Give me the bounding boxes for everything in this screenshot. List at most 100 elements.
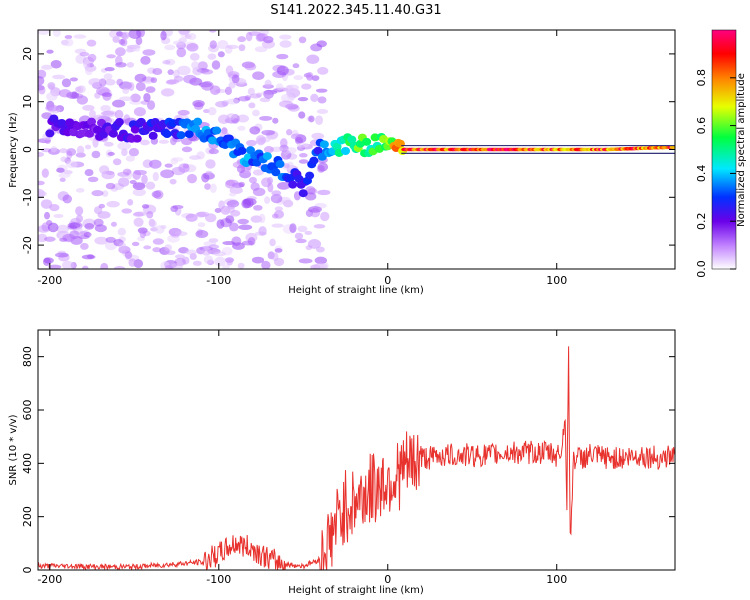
spectrogram-noise-blob <box>81 265 89 269</box>
spectrogram-noise-blob <box>314 256 328 265</box>
spectrogram-noise-blob <box>298 36 307 44</box>
x-tick-label: -100 <box>206 274 231 287</box>
spectrogram-noise-blob <box>106 54 116 59</box>
spectrogram-noise-blob <box>115 62 127 68</box>
spectrogram-noise-blob <box>292 63 300 69</box>
spectrogram-noise-blob <box>301 83 312 90</box>
spectrogram-ridge-cell <box>298 189 308 198</box>
y-tick-label: 10 <box>21 95 34 109</box>
spectrogram-noise-blob <box>45 104 60 112</box>
spectrogram-ridge-cell <box>193 117 203 126</box>
spectrogram-noise-blob <box>128 30 142 39</box>
spectrogram-noise-blob <box>298 258 313 264</box>
spectrogram-noise-blob <box>103 73 113 80</box>
spectrogram-noise-blob <box>141 204 150 209</box>
spectrogram-noise-blob <box>298 153 308 158</box>
spectrogram-noise-blob <box>169 178 177 185</box>
spectrogram-noise-blob <box>311 132 325 140</box>
spectrogram-ridge-cell <box>288 180 298 189</box>
spectrogram-noise-blob <box>50 146 58 153</box>
spectrogram-noise-blob <box>207 53 217 60</box>
spectrogram-noise-blob <box>313 224 326 229</box>
spectrogram-noise-blob <box>64 34 73 40</box>
spectrogram-noise-blob <box>94 224 107 233</box>
spectrogram-noise-blob <box>258 213 266 224</box>
spectrogram-ridge-cell <box>162 130 172 139</box>
spectrogram-noise-blob <box>252 187 266 197</box>
spectrogram-noise-blob <box>238 95 250 102</box>
spectrogram-noise-blob <box>78 231 86 237</box>
spectrogram-noise-blob <box>177 65 191 76</box>
spectrogram-noise-blob <box>130 93 141 103</box>
spectrogram-noise-blob <box>256 33 269 42</box>
spectrogram-noise-blob <box>46 92 58 101</box>
spectrogram-ridge-cell <box>319 140 329 149</box>
spectrogram-ridge-cell <box>57 118 67 127</box>
spectrogram-noise-blob <box>101 92 113 98</box>
spectrogram-noise-blob <box>61 78 72 88</box>
spectrogram-noise-blob <box>134 73 147 83</box>
spectrogram-noise-blob <box>58 172 71 179</box>
spectrogram-noise-blob <box>101 190 109 197</box>
spectrogram-noise-blob <box>62 194 73 204</box>
spectrogram-ridge-cell <box>45 129 55 138</box>
spectrogram-noise-blob <box>112 158 122 166</box>
spectrogram-noise-blob <box>105 236 116 243</box>
spectrogram-noise-blob <box>238 224 253 231</box>
spectrogram-noise-blob <box>113 266 126 269</box>
spectrogram-noise-blob <box>304 230 313 235</box>
spectrogram-noise-blob <box>237 125 246 131</box>
spectrogram-noise-blob <box>306 54 320 65</box>
spectrogram-noise-blob <box>164 163 173 168</box>
spectrogram-noise-blob <box>191 61 200 70</box>
spectrogram-noise-blob <box>200 69 214 75</box>
spectrogram-noise-blob <box>50 60 62 69</box>
spectrogram-noise-blob <box>229 186 243 195</box>
spectrogram-noise-blob <box>86 39 97 47</box>
spectrogram-noise-blob <box>118 38 126 45</box>
spectrogram-noise-blob <box>263 89 274 99</box>
spectrogram-noise-blob <box>152 67 163 76</box>
spectrogram-noise-blob <box>209 183 217 193</box>
spectrogram-noise-blob <box>248 176 257 184</box>
spectrogram-ridge-cell <box>87 117 97 126</box>
spectrogram-noise-blob <box>205 159 216 169</box>
spectrogram-noise-blob <box>139 139 150 146</box>
spectrogram-noise-blob <box>259 115 273 121</box>
spectrogram-noise-blob <box>205 170 213 176</box>
spectrogram-noise-blob <box>99 165 110 175</box>
spectrogram-noise-blob <box>294 232 304 240</box>
spectrogram-noise-blob <box>208 148 219 155</box>
spectrogram-noise-blob <box>237 36 246 43</box>
spectrogram-noise-blob <box>80 242 89 250</box>
spectrogram-noise-blob <box>222 264 230 269</box>
spectrogram-noise-blob <box>160 88 175 97</box>
colorbar: 0.0 0.2 0.4 0.6 0.8 Normalized spectral ampl… <box>695 29 747 278</box>
spectrogram-noise-blob <box>185 249 197 255</box>
colorbar-tick-label: 0.6 <box>695 117 708 135</box>
spectrogram-noise-blob <box>178 163 190 173</box>
spectrogram-noise-blob <box>164 244 172 252</box>
spectrogram-noise-blob <box>283 163 290 169</box>
spectrogram-noise-blob <box>122 87 130 94</box>
spectrogram-ridge-cell <box>313 146 323 155</box>
spectrogram-noise-blob <box>160 30 167 41</box>
spectrogram-noise-blob <box>271 190 282 196</box>
spectrogram-noise-blob <box>61 260 75 269</box>
spectrogram-noise-blob <box>267 176 274 185</box>
spectrogram-noise-blob <box>82 104 95 111</box>
spectrogram-noise-blob <box>271 223 284 228</box>
spectrogram-noise-blob <box>86 254 95 259</box>
spectrogram-noise-blob <box>192 260 202 266</box>
spectrogram-noise-blob <box>293 75 304 81</box>
spectrogram-noise-blob <box>217 51 225 58</box>
spectrogram-noise-blob <box>121 148 128 157</box>
spectrogram-noise-blob <box>117 142 131 151</box>
spectrogram-ridge-cell <box>286 173 296 182</box>
spectrogram-noise-blob <box>226 44 239 49</box>
spectrogram-noise-blob <box>135 81 146 92</box>
spectrogram-noise-blob <box>48 264 62 269</box>
spectrogram-noise-blob <box>311 75 320 82</box>
spectrogram-ridge-cell <box>271 168 281 177</box>
snr-frame <box>37 329 676 571</box>
